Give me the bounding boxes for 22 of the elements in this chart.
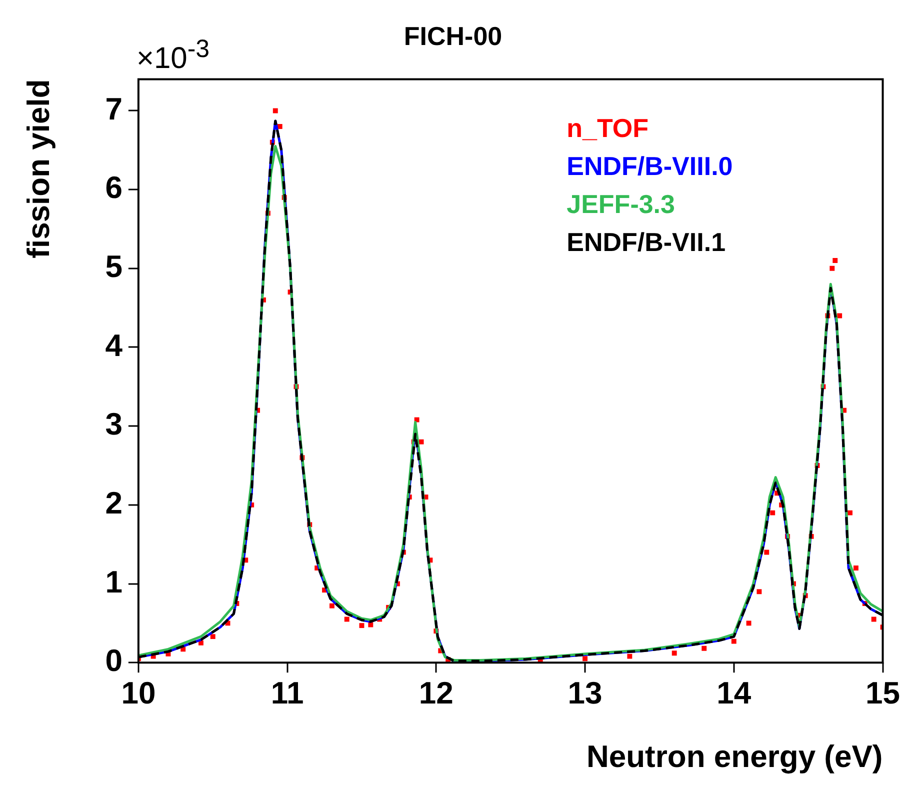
x-tick-label: 15	[866, 676, 900, 711]
text: JEFF-3.3	[566, 189, 675, 220]
chart-title: FICH-00	[404, 20, 502, 51]
x-tick-label: 11	[270, 676, 304, 711]
text: ×10$^{-3}$	[136, 35, 210, 76]
x-axis-title: Neutron energy (eV)	[586, 738, 883, 774]
text: ENDF/B-VII.1	[566, 227, 726, 258]
x-tick-label: 12	[418, 676, 454, 711]
y-tick-label: 0	[105, 643, 122, 678]
x-tick-label: 13	[568, 676, 602, 711]
y-tick-label: 7	[105, 91, 122, 126]
y-tick-label: 5	[105, 248, 122, 284]
y-tick-label: 2	[105, 485, 122, 520]
x-tick-label: 10	[121, 676, 156, 711]
text: ENDF/B-VIII.0	[566, 151, 733, 182]
text: n_TOF	[566, 113, 648, 144]
y-tick-label: 6	[105, 170, 122, 206]
y-axis-title: fission yield	[21, 79, 56, 258]
y-tick-label: 4	[105, 328, 124, 363]
y-tick-label: 3	[105, 406, 122, 442]
x-tick-label: 14	[716, 676, 752, 711]
y-tick-label: 1	[105, 564, 122, 600]
